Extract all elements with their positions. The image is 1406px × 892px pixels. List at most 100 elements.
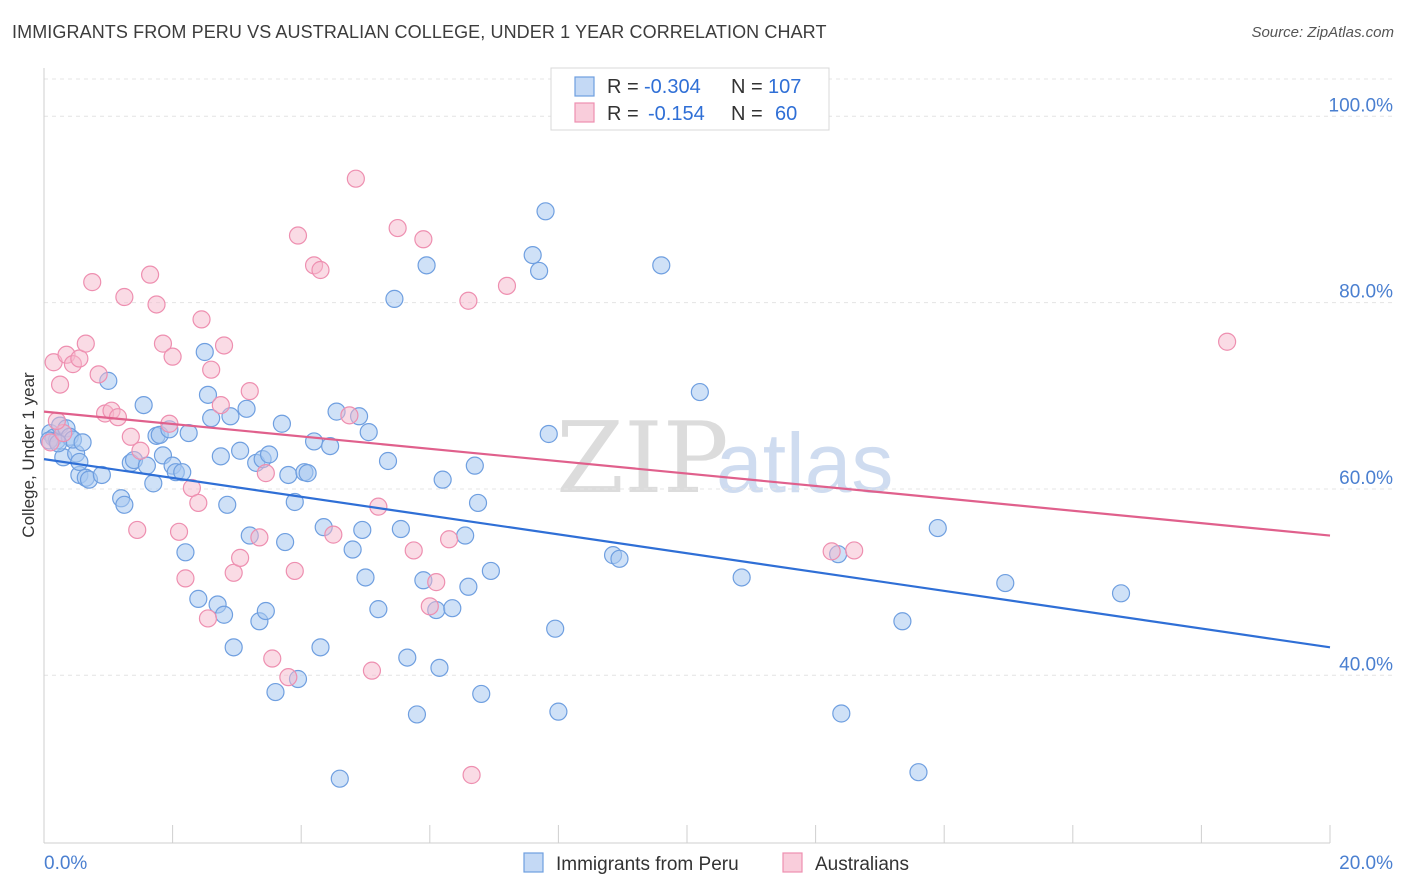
data-point-peru bbox=[359, 423, 378, 442]
legend-n-label-2: N = bbox=[731, 103, 763, 125]
data-point-peru bbox=[259, 445, 279, 464]
data-point-australians bbox=[462, 765, 481, 785]
data-point-peru bbox=[176, 543, 195, 562]
data-point-peru bbox=[115, 495, 134, 514]
data-point-australians bbox=[140, 265, 160, 284]
data-point-australians bbox=[822, 542, 841, 561]
source-label: Source: ZipAtlas.com bbox=[1251, 24, 1394, 41]
legend-swatch-peru bbox=[523, 852, 544, 873]
data-point-peru bbox=[330, 769, 349, 788]
chart-title: IMMIGRANTS FROM PERU VS AUSTRALIAN COLLE… bbox=[12, 22, 827, 42]
data-point-australians bbox=[147, 295, 166, 314]
legend-r-value-1: -0.304 bbox=[644, 76, 701, 98]
legend-label-peru: Immigrants from Peru bbox=[556, 854, 739, 875]
legend-n-value-2: 60 bbox=[775, 103, 797, 125]
data-point-peru bbox=[237, 399, 256, 418]
data-point-australians bbox=[83, 273, 102, 292]
data-point-australians bbox=[439, 530, 459, 549]
data-point-australians bbox=[340, 406, 359, 425]
data-point-australians bbox=[285, 561, 304, 581]
data-point-australians bbox=[414, 230, 433, 249]
data-point-peru bbox=[385, 289, 404, 308]
data-point-peru bbox=[690, 382, 709, 402]
data-point-peru bbox=[407, 705, 427, 724]
data-point-peru bbox=[433, 470, 452, 489]
data-point-australians bbox=[497, 276, 517, 295]
data-point-australians bbox=[420, 597, 439, 616]
data-point-australians bbox=[163, 347, 182, 366]
data-point-peru bbox=[134, 395, 153, 415]
legend-r-value-2: -0.154 bbox=[648, 103, 705, 125]
data-point-australians bbox=[362, 661, 382, 680]
legend-n-value-1: 107 bbox=[768, 76, 801, 98]
data-point-australians bbox=[169, 522, 189, 541]
data-point-peru bbox=[996, 573, 1015, 593]
data-point-peru bbox=[539, 424, 558, 444]
data-point-peru bbox=[272, 414, 292, 433]
trend-lines bbox=[43, 410, 1331, 649]
data-point-peru bbox=[378, 451, 398, 471]
correlation-legend: R = -0.304 N = 107 R = -0.154 N = 60 bbox=[550, 67, 830, 131]
data-point-peru bbox=[266, 682, 285, 702]
y-axis-label: College, Under 1 year bbox=[19, 372, 38, 538]
data-point-peru bbox=[343, 540, 362, 559]
data-point-australians bbox=[41, 433, 60, 452]
data-point-australians bbox=[288, 226, 308, 245]
data-point-australians bbox=[324, 525, 343, 544]
data-point-peru bbox=[224, 638, 243, 657]
data-point-australians bbox=[176, 569, 195, 588]
data-point-peru bbox=[321, 436, 340, 456]
data-point-australians bbox=[89, 365, 108, 384]
data-point-peru bbox=[356, 568, 375, 587]
data-point-peru bbox=[443, 599, 462, 618]
data-point-australians bbox=[131, 441, 150, 460]
y-tick-label: 100.0% bbox=[1329, 95, 1394, 116]
data-point-australians bbox=[128, 520, 147, 540]
data-point-peru bbox=[459, 577, 478, 596]
data-point-australians bbox=[153, 334, 173, 353]
data-point-peru bbox=[353, 520, 372, 540]
data-point-peru bbox=[391, 519, 410, 539]
data-point-peru bbox=[1111, 584, 1131, 603]
data-point-australians bbox=[231, 548, 250, 567]
data-point-peru bbox=[909, 763, 928, 782]
data-point-peru bbox=[369, 600, 388, 619]
legend-swatch-australians bbox=[782, 852, 803, 873]
data-point-peru bbox=[70, 452, 89, 472]
legend-swatch-blue bbox=[574, 76, 595, 97]
data-point-peru bbox=[173, 463, 192, 482]
data-point-peru bbox=[549, 702, 568, 721]
legend-n-label-1: N = bbox=[731, 76, 763, 98]
legend-r-label-1: R = bbox=[607, 76, 639, 98]
data-point-peru bbox=[304, 432, 324, 451]
data-point-australians bbox=[388, 218, 407, 238]
data-point-peru bbox=[430, 658, 449, 677]
data-point-australians bbox=[1218, 332, 1237, 351]
data-point-australians bbox=[250, 528, 269, 547]
legend-r-label-2: R = bbox=[607, 103, 639, 125]
data-point-peru bbox=[195, 342, 214, 362]
data-point-peru bbox=[732, 568, 751, 587]
data-point-peru bbox=[523, 245, 542, 265]
data-point-australians bbox=[211, 395, 230, 415]
series-legend: Immigrants from Peru Australians bbox=[523, 852, 909, 875]
data-point-australians bbox=[346, 169, 365, 188]
axes: 40.0% 60.0% 80.0% 100.0% 0.0% 20.0% bbox=[43, 68, 1394, 874]
legend-swatch-pink bbox=[574, 102, 595, 123]
data-point-peru bbox=[928, 518, 947, 538]
data-point-peru bbox=[311, 638, 330, 657]
data-point-australians bbox=[404, 541, 423, 560]
data-point-australians bbox=[279, 668, 298, 687]
data-point-peru bbox=[893, 612, 912, 631]
x-tick-label: 20.0% bbox=[1339, 853, 1393, 874]
trend-line-australians bbox=[43, 410, 1331, 537]
data-point-peru bbox=[198, 385, 218, 404]
data-point-peru bbox=[218, 495, 237, 514]
data-point-australians bbox=[427, 573, 446, 592]
data-point-peru bbox=[832, 704, 851, 723]
data-point-australians bbox=[47, 411, 66, 431]
data-point-australians bbox=[845, 541, 864, 560]
x-tick-label: 0.0% bbox=[44, 853, 87, 874]
data-point-australians bbox=[192, 310, 211, 329]
